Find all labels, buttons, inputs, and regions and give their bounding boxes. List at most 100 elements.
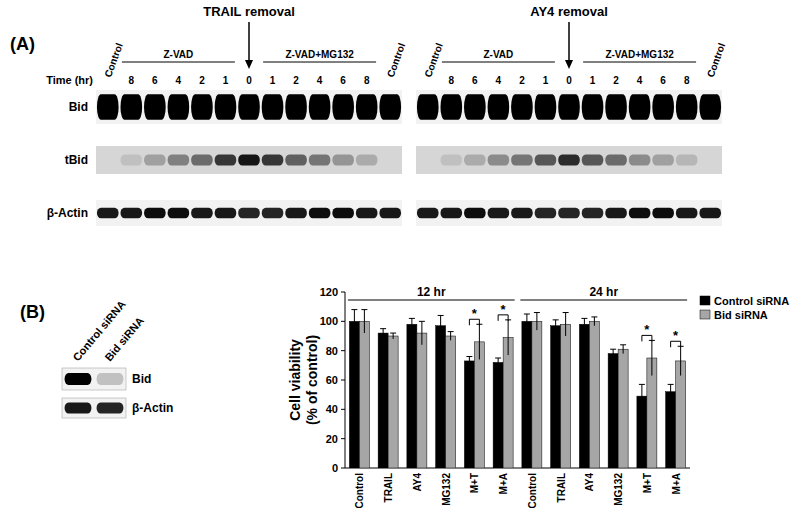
blot-strip [416,90,722,124]
bar [446,336,456,468]
band [191,94,213,120]
bar [417,333,427,468]
error-bar [380,329,386,338]
band [356,154,378,165]
bar-chart: 020406080100120Cell viability(% of contr… [287,285,789,509]
time-value: 2 [613,75,619,86]
panel-label: (B) [20,302,45,322]
blot-title: AY4 removal [530,4,608,19]
band [144,94,166,120]
band [144,208,166,218]
y-tick [341,468,345,469]
band [215,94,237,120]
error-bar [351,310,357,333]
group-line [520,300,687,301]
band [238,94,260,120]
error-bar [620,345,626,354]
significance-mark: * [673,328,679,343]
bar [407,324,417,468]
bar [378,333,388,468]
bar [532,321,542,468]
band [605,94,627,120]
group-line [442,62,555,63]
band [332,208,354,218]
significance-mark: * [472,306,478,321]
x-tick-label: M+T [469,473,480,493]
band [262,94,284,120]
band [699,154,721,165]
bar [436,326,446,468]
time-value: 0 [246,75,252,86]
group-line [263,62,376,63]
band [558,94,580,120]
time-value: 8 [129,75,135,86]
band [511,154,533,165]
band [168,154,190,165]
bar [676,361,686,468]
y-tick-label: 0 [332,462,338,474]
band [652,94,674,120]
x-tick-label: M+A [498,473,509,494]
band [582,208,604,218]
band [488,154,510,165]
time-value: 8 [684,75,690,86]
band [629,208,651,218]
band [332,154,354,165]
band [120,154,142,165]
band [676,154,698,165]
y-tick-label: 20 [326,433,338,445]
arrow-head [245,60,253,69]
bars [349,310,685,468]
time-value: 0 [566,75,572,86]
band [238,154,260,165]
band [309,94,331,120]
time-label: Time (hr) [46,74,93,86]
group-label: Z-VAD [483,49,513,60]
band [676,94,698,120]
band [699,94,721,120]
lane-label: Control [102,41,125,78]
band [65,373,92,385]
error-bar [409,318,415,330]
band [191,154,213,165]
band [605,154,627,165]
band [285,208,307,218]
bar [388,336,398,468]
time-value: 1 [223,75,229,86]
band [215,154,237,165]
time-value: 4 [317,75,323,86]
time-value: 4 [637,75,643,86]
band [97,94,119,120]
legend-label: Bid siRNA [714,309,768,321]
y-tick-label: 100 [320,315,338,327]
error-bar [639,384,645,407]
arrow-head [565,60,573,69]
x-tick-label: AY4 [412,473,423,492]
band [440,94,462,120]
band [262,208,284,218]
blot-strip [96,146,402,174]
error-bar [495,358,501,367]
time-value: 6 [472,75,478,86]
group-label: 24 hr [589,285,618,299]
bar [579,324,589,468]
error-bar [581,318,587,330]
x-tick-label: MG132 [441,473,452,506]
figure: (A)(B)TRAIL removalTime (hr)ControlContr… [0,0,810,525]
group-label: Z-VAD [163,49,193,60]
x-tick-label: TRAIL [556,473,567,502]
band [356,94,378,120]
legend-label: Control siRNA [714,295,789,307]
y-tick-label: 40 [326,403,338,415]
error-bar [668,384,674,399]
band [535,208,557,218]
band [417,154,439,165]
error-bar [534,313,540,331]
time-value: 2 [293,75,299,86]
time-value: 8 [364,75,370,86]
band [464,154,486,165]
y-tick [341,380,345,381]
band [309,154,331,165]
x-tick-label: MG132 [613,473,624,506]
band [629,94,651,120]
